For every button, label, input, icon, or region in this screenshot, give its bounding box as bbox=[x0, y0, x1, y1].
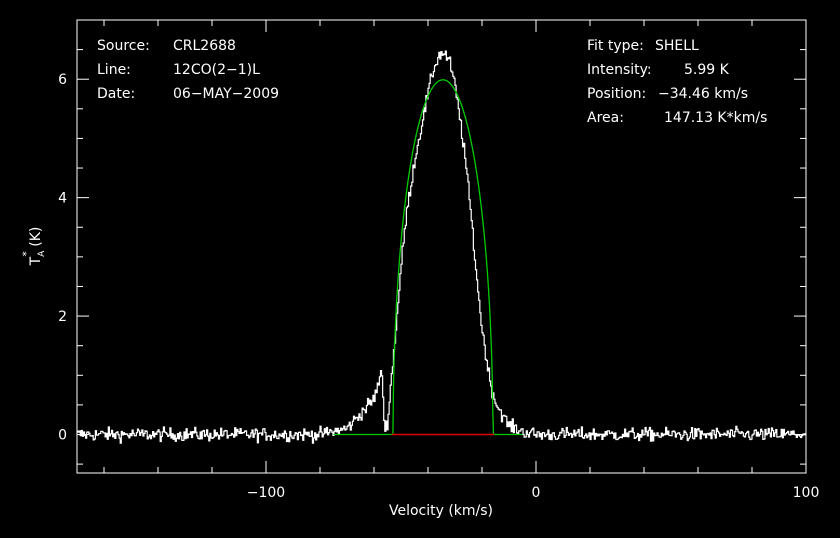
info-value-source: CRL2688 bbox=[173, 38, 236, 54]
y-tick-label: 6 bbox=[58, 72, 67, 88]
info-key-source: Source: bbox=[97, 38, 150, 54]
y-tick-label: 0 bbox=[58, 428, 67, 444]
info-value-position: −34.46 km/s bbox=[658, 86, 748, 102]
x-tick-label: 100 bbox=[793, 485, 820, 501]
info-value-area: 147.13 K*km/s bbox=[664, 110, 767, 126]
shell-fit-line bbox=[333, 79, 523, 436]
info-value-line: 12CO(2−1)L bbox=[173, 62, 260, 78]
info-panel-right: Fit type: SHELL Intensity: 5.99 K Positi… bbox=[587, 38, 767, 126]
x-axis-label: Velocity (km/s) bbox=[389, 503, 493, 519]
info-value-fit-type: SHELL bbox=[655, 38, 699, 54]
plot-frame bbox=[76, 19, 807, 474]
info-panel-left: Source: CRL2688 Line: 12CO(2−1)L Date: 0… bbox=[97, 38, 279, 102]
info-key-intensity: Intensity: bbox=[587, 62, 652, 78]
info-key-date: Date: bbox=[97, 86, 135, 102]
y-label-base: T bbox=[28, 256, 44, 266]
info-key-position: Position: bbox=[587, 86, 646, 102]
info-key-area: Area: bbox=[587, 110, 624, 126]
info-key-line: Line: bbox=[97, 62, 131, 78]
y-tick-label: 2 bbox=[58, 309, 67, 325]
y-label-sub: A bbox=[37, 250, 47, 257]
series-layer bbox=[77, 50, 806, 444]
y-label-unit: (K) bbox=[28, 227, 44, 252]
y-axis-label: TA * (K) bbox=[20, 227, 47, 267]
y-label-sup: * bbox=[20, 251, 33, 257]
tick-labels: −100 0 100 0 2 4 6 bbox=[58, 72, 819, 501]
spectrum-line bbox=[77, 50, 806, 444]
x-tick-label: −100 bbox=[247, 485, 285, 501]
y-tick-label: 4 bbox=[58, 191, 67, 207]
info-value-intensity: 5.99 K bbox=[684, 62, 730, 78]
info-key-fit-type: Fit type: bbox=[587, 38, 644, 54]
info-value-date: 06−MAY−2009 bbox=[173, 86, 279, 102]
x-tick-label: 0 bbox=[532, 485, 541, 501]
